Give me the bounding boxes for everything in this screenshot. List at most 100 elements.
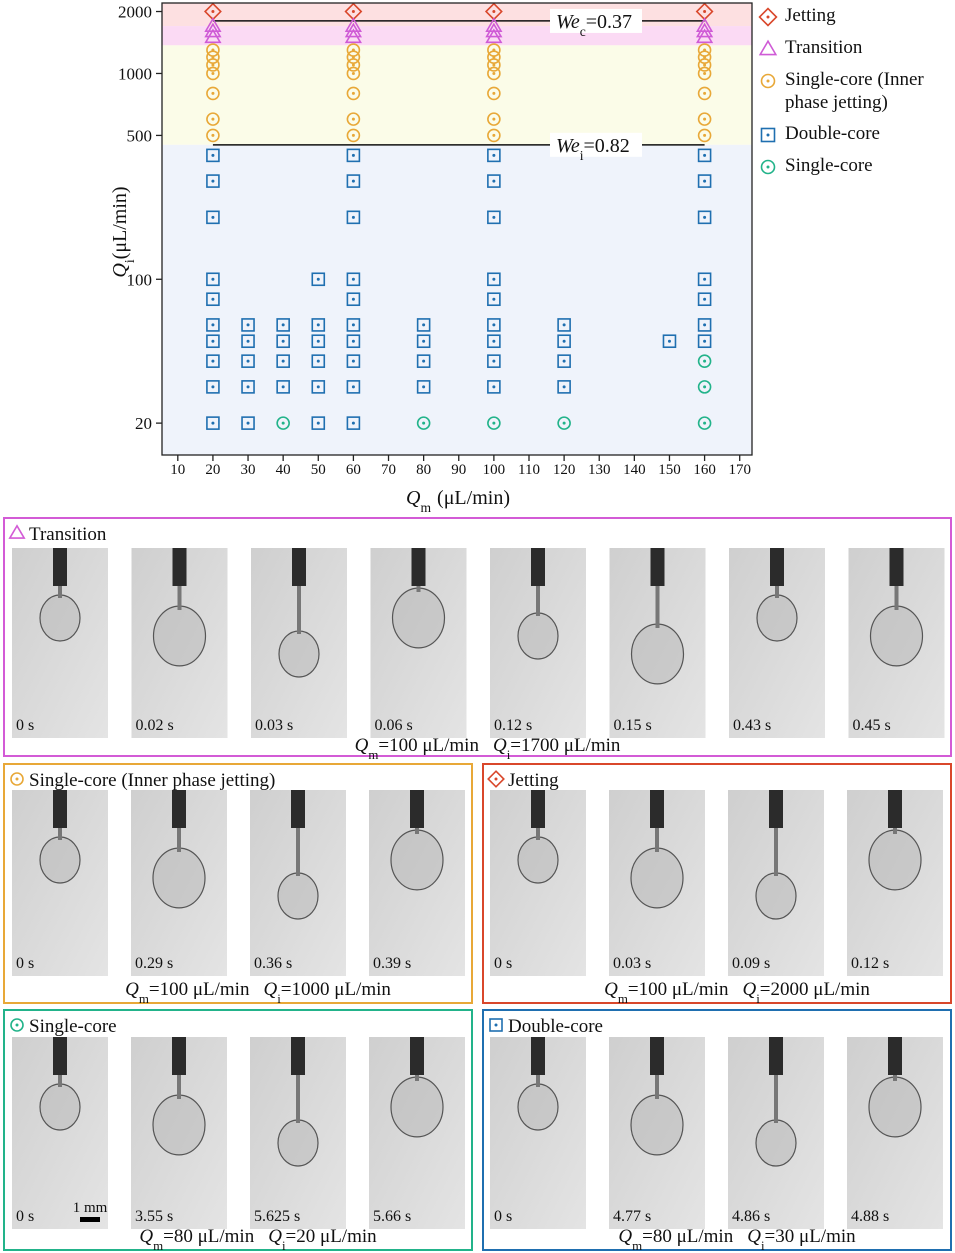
marker-dot — [422, 385, 426, 389]
marker-dot — [766, 165, 770, 169]
marker-dot — [211, 63, 215, 67]
marker — [760, 127, 776, 143]
marker-dot — [703, 385, 707, 389]
droplet — [39, 836, 81, 884]
text-part: =1700 μL/min — [510, 735, 621, 756]
marker — [489, 1018, 503, 1032]
marker-dot — [492, 421, 496, 425]
marker — [487, 210, 501, 225]
marker-dot — [422, 359, 426, 363]
marker-shape — [485, 28, 503, 44]
marker-dot — [703, 359, 707, 363]
marker — [346, 86, 361, 101]
frame-time: 0.09 s — [732, 955, 770, 972]
marker — [487, 354, 501, 368]
needle — [531, 790, 545, 828]
marker-dot — [316, 323, 320, 327]
needle — [411, 548, 426, 586]
x-tick-label: 140 — [623, 462, 646, 478]
frame-time: 0 s — [494, 955, 512, 972]
marker — [206, 66, 220, 81]
marker-shape — [760, 127, 776, 143]
marker-dot — [351, 339, 355, 343]
marker-dot — [281, 323, 285, 327]
marker-dot — [351, 91, 355, 95]
photo-frame — [369, 1037, 465, 1229]
legend-label: Single-core (Inner phase jetting) — [785, 69, 924, 113]
marker — [760, 73, 776, 89]
marker-shape — [416, 318, 431, 332]
marker-shape — [697, 58, 712, 72]
marker-shape — [697, 174, 712, 188]
marker-shape — [346, 272, 361, 287]
text-part: =1000 μL/min — [281, 979, 392, 1000]
marker-shape — [311, 318, 326, 332]
marker-shape — [206, 210, 220, 225]
marker-shape — [206, 66, 220, 81]
marker-dot — [766, 15, 770, 19]
marker — [311, 334, 326, 349]
marker — [487, 416, 501, 430]
marker-shape — [346, 128, 361, 143]
marker-shape — [557, 318, 571, 332]
marker-dot — [703, 63, 707, 67]
text-part: m — [420, 500, 431, 515]
marker — [697, 128, 712, 143]
marker — [697, 66, 712, 81]
marker-dot — [422, 421, 426, 425]
text-part: m — [153, 1238, 163, 1253]
text-part: We — [556, 135, 580, 157]
region-band — [162, 26, 752, 46]
photo-frame — [728, 1037, 824, 1229]
marker — [485, 28, 503, 44]
marker — [557, 416, 571, 430]
marker-shape — [276, 380, 290, 394]
x-axis-title: Qm (μL/min) — [406, 487, 510, 515]
marker — [346, 58, 361, 72]
marker-dot — [351, 297, 355, 301]
marker — [697, 50, 712, 64]
y-axis-title: Qi(μL/min) — [109, 186, 137, 277]
marker — [416, 318, 431, 332]
marker-dot — [494, 777, 498, 781]
marker-shape — [276, 318, 290, 332]
marker — [487, 86, 501, 101]
marker-shape — [206, 292, 220, 307]
marker-shape — [416, 334, 431, 349]
marker — [697, 112, 712, 126]
text-part: i — [507, 747, 511, 762]
marker — [487, 770, 505, 788]
marker-dot — [316, 339, 320, 343]
marker-dot — [492, 297, 496, 301]
marker — [206, 272, 220, 287]
marker-shape — [276, 334, 290, 349]
photo-frame — [12, 548, 108, 738]
legend-marker — [758, 39, 778, 56]
needle — [888, 790, 902, 828]
marker-dot — [351, 421, 355, 425]
marker — [206, 112, 220, 126]
needle — [53, 1037, 67, 1075]
panel-title: Jetting — [508, 770, 559, 791]
marker-dot — [494, 1023, 498, 1027]
marker — [10, 772, 24, 786]
marker-shape — [344, 22, 362, 38]
marker-dot — [562, 359, 566, 363]
droplet — [390, 1076, 444, 1138]
text-part: i — [122, 259, 137, 263]
marker-shape — [346, 112, 361, 126]
marker-shape — [487, 86, 501, 101]
marker-dot — [246, 385, 250, 389]
marker — [206, 148, 220, 163]
text-part: i — [756, 991, 760, 1006]
marker-shape — [695, 22, 714, 38]
needle — [292, 548, 306, 586]
droplet — [868, 1076, 922, 1138]
marker — [344, 22, 362, 38]
marker — [697, 380, 712, 394]
text-part: Q — [125, 979, 139, 1000]
photo-frame — [609, 548, 706, 738]
legend-item: Single-core — [757, 154, 953, 178]
marker-dot — [492, 323, 496, 327]
